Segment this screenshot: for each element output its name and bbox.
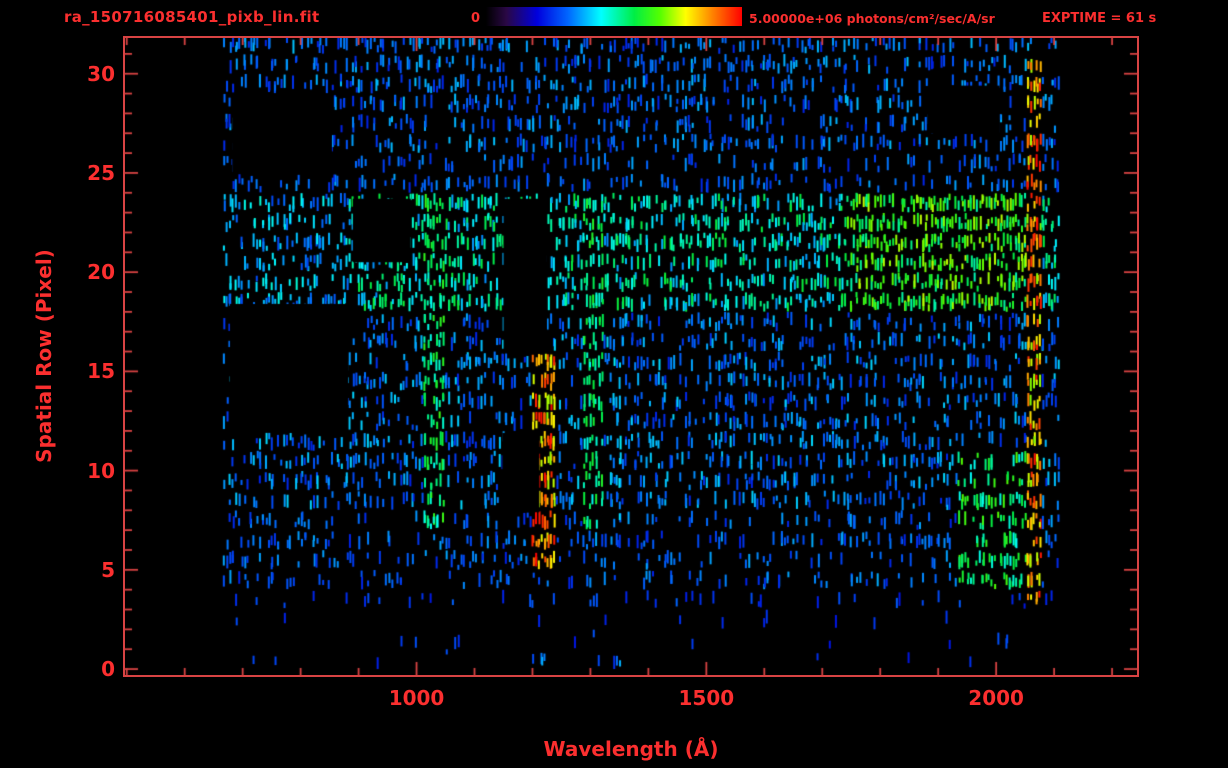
colorbar-max-label: 5.00000e+06 photons/cm²/sec/A/sr: [749, 11, 995, 26]
colorbar-gradient: [486, 7, 742, 26]
y-tick-label: 25: [87, 160, 115, 185]
y-tick-label: 5: [101, 557, 115, 582]
y-tick-label: 10: [87, 458, 115, 483]
y-tick-label: 15: [87, 359, 115, 384]
heatmap-canvas: [125, 38, 1137, 675]
y-tick-label: 30: [87, 61, 115, 86]
exptime-label: EXPTIME = 61 s: [1042, 11, 1157, 26]
x-tick-label: 1500: [678, 686, 735, 710]
colorbar-min-label: 0: [470, 11, 480, 26]
fits-filename: ra_150716085401_pixb_lin.fit: [64, 8, 320, 26]
y-tick-label: 20: [87, 260, 115, 285]
x-tick-label: 1000: [388, 686, 445, 710]
x-axis-title: Wavelength (Å): [543, 737, 719, 761]
x-tick-label: 2000: [968, 686, 1024, 710]
plot-frame: [123, 36, 1139, 677]
y-tick-label: 0: [101, 657, 115, 682]
y-axis-title: Spatial Row (Pixel): [32, 249, 56, 463]
